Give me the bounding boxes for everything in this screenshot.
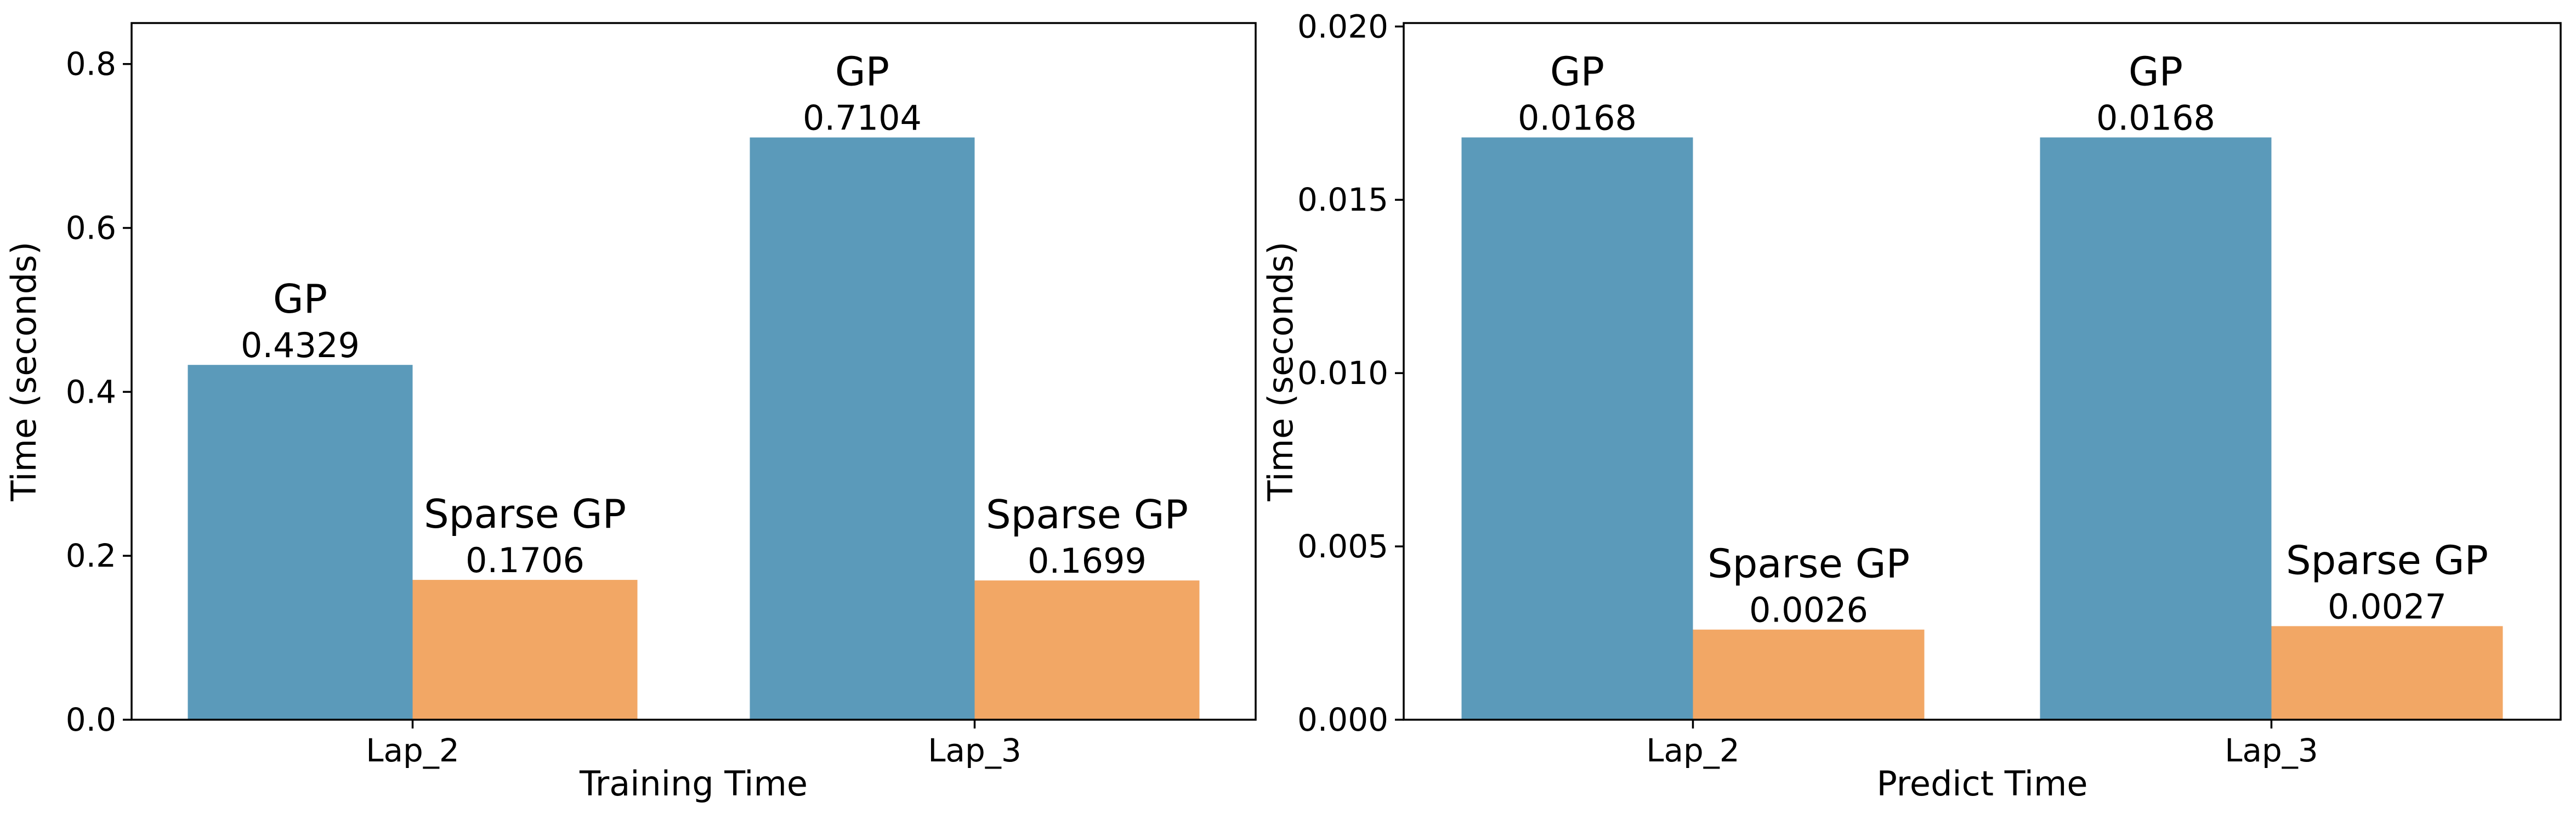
- bar-gp-lap-3: [2040, 137, 2272, 720]
- bar-gp-lap-3: [750, 137, 975, 720]
- y-tick-label: 0.010: [1297, 354, 1388, 392]
- plot-frame: [130, 22, 1257, 721]
- y-tick-label: 0.015: [1297, 181, 1388, 218]
- plot-frame: [1403, 22, 2562, 721]
- x-tick-label-lap-3: Lap_3: [928, 732, 1022, 769]
- series-label-gp-lap-3: GP: [2129, 49, 2183, 95]
- x-axis-label: Predict Time: [1877, 764, 2088, 804]
- series-label-sparse-gp-lap-2: Sparse GP: [1707, 541, 1910, 587]
- series-label-gp-lap-3: GP: [835, 49, 889, 95]
- value-label-sparse-gp-lap-2: 0.1706: [466, 540, 585, 580]
- y-tick-label: 0.6: [66, 210, 116, 247]
- series-label-sparse-gp-lap-2: Sparse GP: [424, 491, 626, 537]
- x-tick-label-lap-2: Lap_2: [366, 732, 459, 769]
- y-tick-label: 0.000: [1297, 701, 1388, 738]
- y-axis-label: Time (seconds): [4, 241, 44, 501]
- bar-sparse-gp-lap-3: [2271, 626, 2503, 720]
- y-tick-label: 0.4: [66, 373, 116, 410]
- series-label-gp-lap-2: GP: [1550, 49, 1604, 95]
- y-tick-label: 0.005: [1297, 528, 1388, 565]
- x-tick-label-lap-2: Lap_2: [1646, 732, 1740, 769]
- bar-sparse-gp-lap-3: [974, 580, 1200, 720]
- value-label-sparse-gp-lap-2: 0.0026: [1749, 590, 1868, 630]
- bar-gp-lap-2: [188, 365, 413, 720]
- series-label-gp-lap-2: GP: [273, 276, 327, 322]
- y-tick-label: 0.8: [66, 46, 116, 83]
- value-label-gp-lap-2: 0.0168: [1518, 98, 1637, 138]
- y-tick-label: 0.020: [1297, 8, 1388, 45]
- x-axis-label: Training Time: [579, 764, 808, 804]
- bar-sparse-gp-lap-2: [1693, 629, 1925, 720]
- bar-gp-lap-2: [1461, 137, 1693, 720]
- y-axis-label: Time (seconds): [1261, 241, 1301, 501]
- y-tick-label: 0.2: [66, 537, 116, 574]
- value-label-gp-lap-2: 0.4329: [241, 325, 360, 365]
- value-label-gp-lap-3: 0.0168: [2096, 98, 2215, 138]
- y-tick-label: 0.0: [66, 701, 116, 738]
- value-label-sparse-gp-lap-3: 0.1699: [1028, 541, 1147, 581]
- value-label-gp-lap-3: 0.7104: [803, 98, 922, 138]
- x-tick-label-lap-3: Lap_3: [2225, 732, 2318, 769]
- value-label-sparse-gp-lap-3: 0.0027: [2328, 586, 2447, 626]
- series-label-sparse-gp-lap-3: Sparse GP: [986, 492, 1188, 538]
- series-label-sparse-gp-lap-3: Sparse GP: [2286, 537, 2488, 583]
- bar-sparse-gp-lap-2: [412, 580, 638, 720]
